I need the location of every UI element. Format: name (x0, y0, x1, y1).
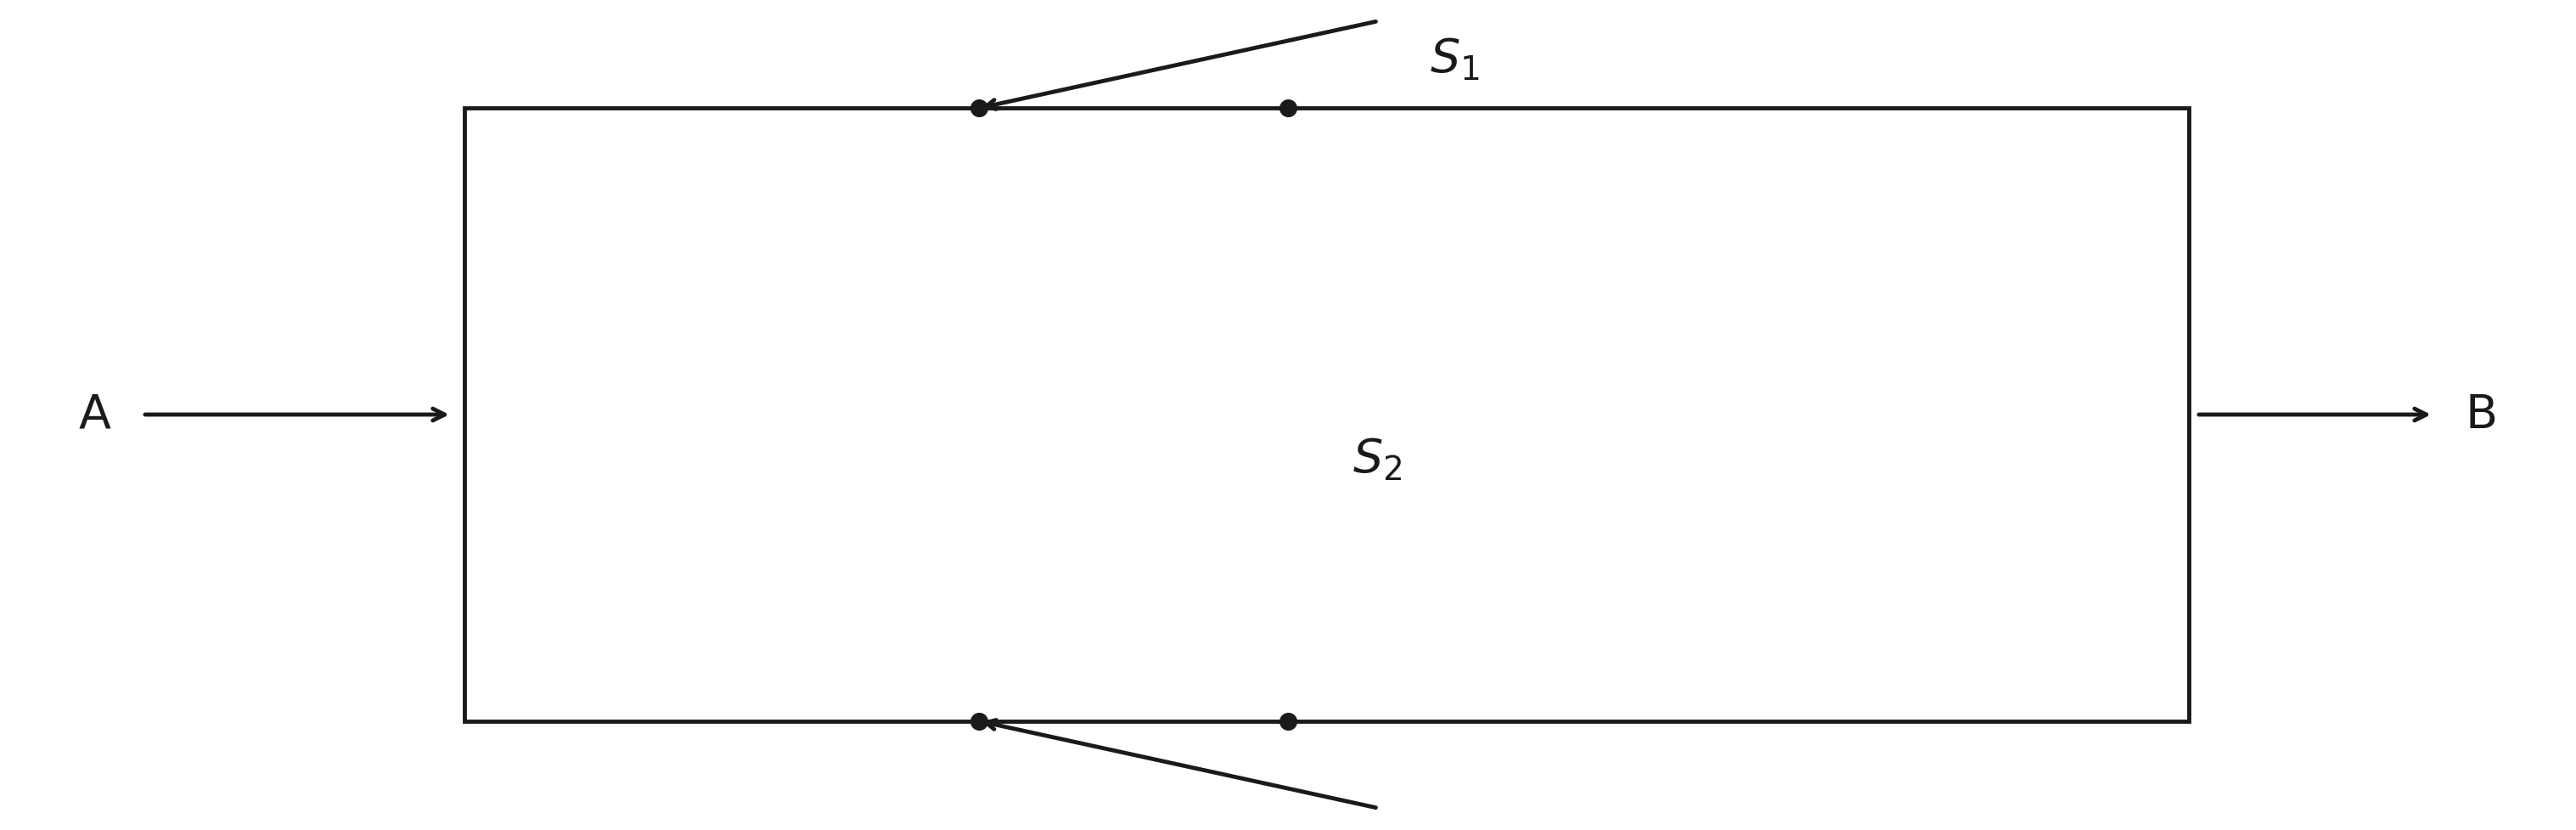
Text: A: A (77, 392, 111, 438)
Bar (464, 109, 2190, 721)
Text: $S_1$: $S_1$ (1430, 37, 1479, 81)
Point (1267, 102, 1309, 115)
Point (1267, 715, 1309, 728)
Text: $S_2$: $S_2$ (1352, 436, 1401, 481)
Point (958, 715, 999, 728)
Point (958, 102, 999, 115)
Text: B: B (2465, 392, 2499, 438)
